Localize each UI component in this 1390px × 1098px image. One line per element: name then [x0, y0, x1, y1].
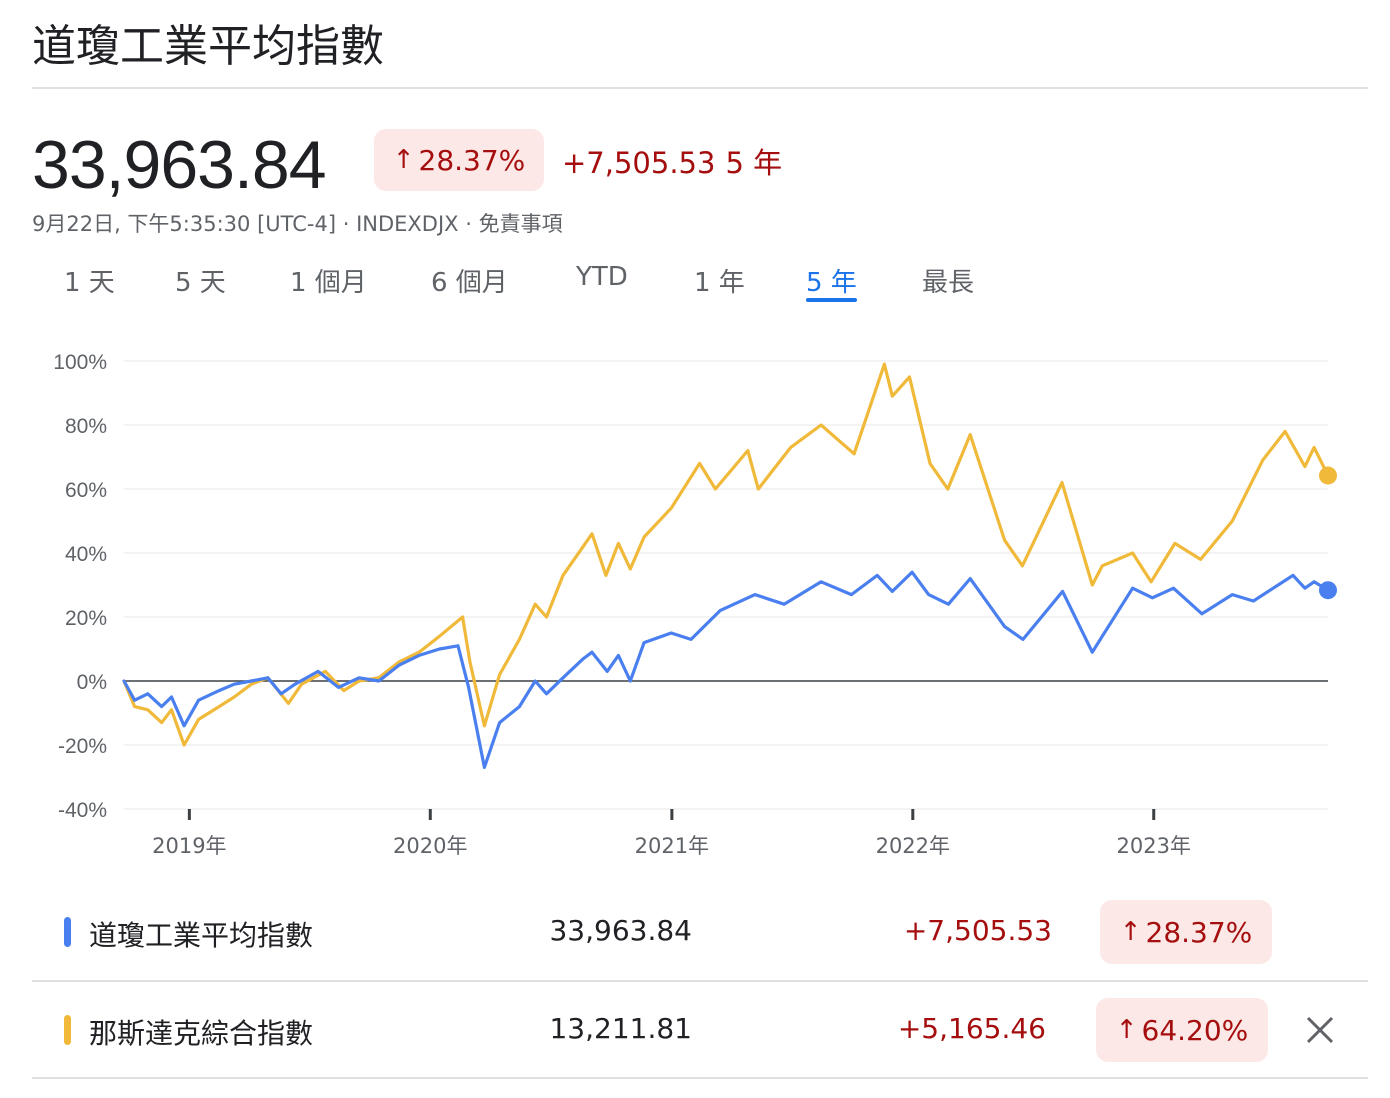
legend-row-dow[interactable]: 道瓊工業平均指數 33,963.84 +7,505.53 ↑ 28.37%	[32, 884, 1368, 980]
y-tick-label: 0%	[77, 671, 107, 694]
y-tick-label: 80%	[65, 415, 107, 438]
x-tick-label: 2019年	[152, 834, 226, 858]
series-change: +7,505.53	[903, 914, 1052, 947]
arrow-up-icon: ↑	[1119, 917, 1142, 947]
y-tick-label: -20%	[58, 735, 107, 758]
abs-change-value: +7,505.53	[562, 146, 716, 180]
series-end-point-dow	[1319, 581, 1337, 600]
change-period: 5 年	[725, 146, 783, 180]
close-icon[interactable]	[1300, 1002, 1340, 1058]
arrow-up-icon: ↑	[1115, 1015, 1138, 1045]
comparison-line-chart[interactable]: 100% 80% 60% 40% 20% 0% -20% -40% 2019年 2020年 2021…	[0, 330, 1390, 870]
legend-divider	[32, 980, 1368, 982]
header-divider	[32, 87, 1368, 89]
ticker: INDEXDJX	[356, 212, 459, 236]
y-tick-label: 100%	[53, 351, 107, 374]
page-title: 道瓊工業平均指數	[32, 21, 384, 72]
series-change: +5,165.46	[897, 1012, 1046, 1045]
range-tabs: 1 天 5 天 1 個月 6 個月 YTD 1 年 5 年 最長	[0, 262, 1390, 312]
y-tick-label: -40%	[58, 799, 107, 822]
tab-max[interactable]: 最長	[922, 268, 975, 298]
tab-6-month[interactable]: 6 個月	[431, 268, 508, 298]
series-pct: 28.37%	[1145, 915, 1253, 949]
series-pct-badge: ↑ 28.37%	[1100, 900, 1272, 964]
current-price: 33,963.84	[32, 127, 327, 203]
series-name: 那斯達克綜合指數	[89, 1017, 314, 1050]
series-value: 13,211.81	[549, 1012, 692, 1045]
series-end-point-nasdaq	[1319, 466, 1337, 485]
y-tick-label: 40%	[65, 543, 107, 566]
tab-ytd[interactable]: YTD	[576, 262, 628, 292]
x-tick-label: 2020年	[393, 834, 467, 858]
tab-5-day[interactable]: 5 天	[175, 268, 226, 298]
bottom-divider	[32, 1077, 1368, 1079]
y-tick-label: 20%	[65, 607, 107, 630]
series-color-bar	[64, 917, 71, 947]
quote-meta: 9月22日, 下午5:35:30 [UTC-4] · INDEXDJX · 免責…	[32, 212, 563, 236]
tab-1-year[interactable]: 1 年	[694, 268, 745, 298]
arrow-up-icon: ↑	[392, 145, 415, 175]
series-color-bar	[64, 1015, 71, 1045]
tab-1-day[interactable]: 1 天	[64, 268, 115, 298]
series-pct-badge: ↑ 64.20%	[1096, 998, 1268, 1062]
x-tick-label: 2021年	[635, 834, 709, 858]
disclaimer-link[interactable]: 免責事項	[478, 212, 563, 236]
series-line-nasdaq	[122, 362, 1330, 747]
tab-1-month[interactable]: 1 個月	[290, 268, 367, 298]
y-tick-label: 60%	[65, 479, 107, 502]
pct-change-badge: ↑ 28.37%	[374, 129, 544, 191]
series-value: 33,963.84	[549, 914, 692, 947]
legend-row-nasdaq[interactable]: 那斯達克綜合指數 13,211.81 +5,165.46 ↑ 64.20%	[32, 982, 1368, 1078]
pct-change-value: 28.37%	[418, 143, 526, 177]
x-tick-label: 2023年	[1117, 834, 1191, 858]
tab-5-year[interactable]: 5 年	[806, 262, 857, 302]
series-pct: 64.20%	[1141, 1013, 1249, 1047]
abs-change: +7,505.53 5 年	[562, 140, 782, 182]
timestamp: 9月22日, 下午5:35:30 [UTC-4]	[32, 212, 337, 236]
x-tick-label: 2022年	[876, 834, 950, 858]
series-line-dow	[122, 570, 1330, 769]
series-name: 道瓊工業平均指數	[89, 919, 314, 952]
